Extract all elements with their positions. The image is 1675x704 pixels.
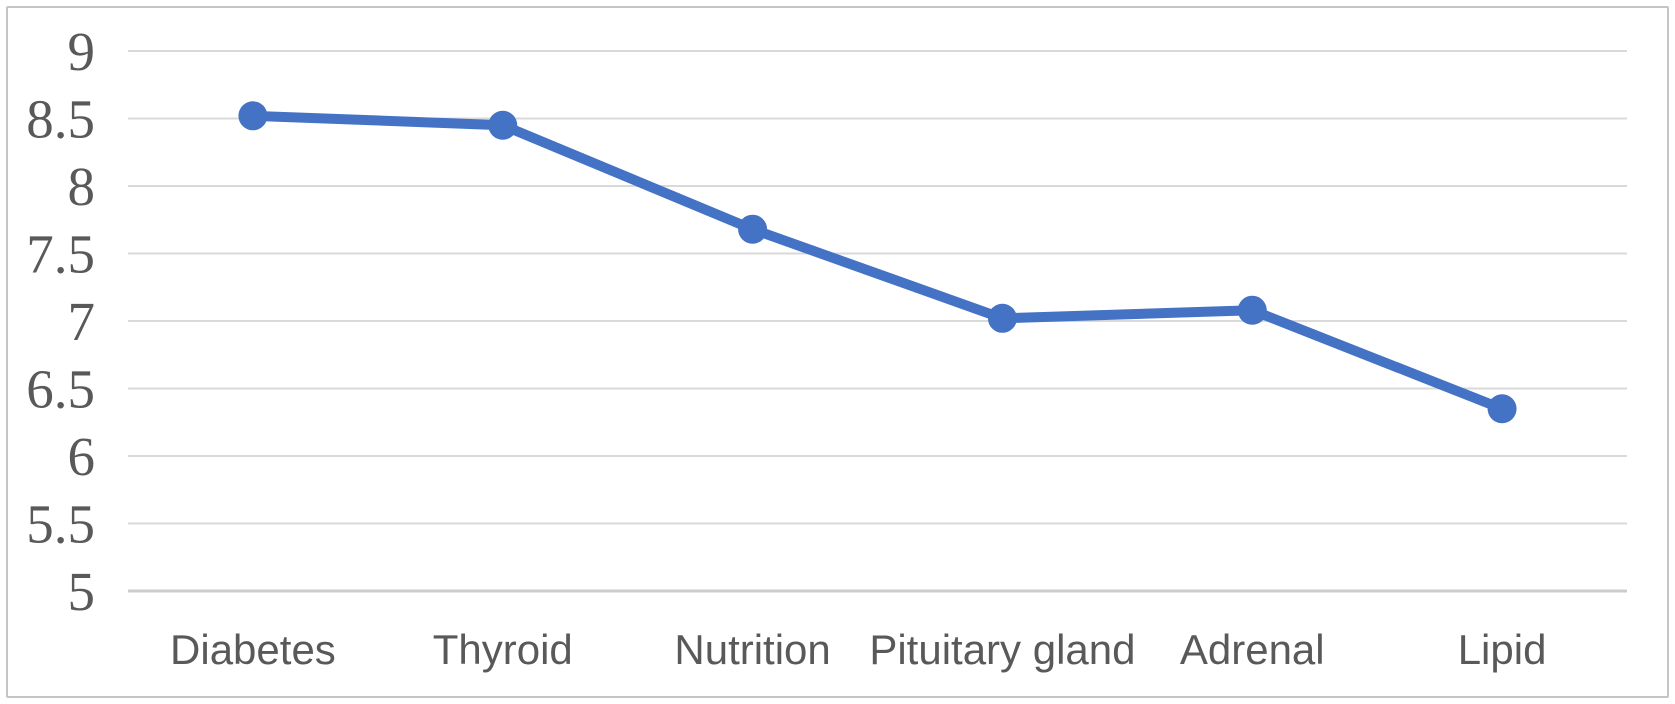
data-point-marker [1487, 394, 1517, 424]
y-tick-label: 7 [68, 291, 96, 352]
x-category-label: Lipid [1458, 626, 1547, 673]
y-tick-label: 9 [68, 21, 96, 82]
y-tick-label: 5 [68, 561, 96, 622]
y-tick-label: 8.5 [26, 89, 95, 150]
x-axis-category-labels: Diabetes Thyroid Nutrition Pituitary gland A… [170, 626, 1546, 673]
y-axis-tick-labels: 9 8.58 7.57 6.56 5.55 [26, 21, 95, 622]
data-point-marker [488, 110, 518, 140]
gridlines [128, 50, 1627, 593]
data-series [238, 101, 1517, 424]
y-tick-label: 8 [68, 156, 96, 217]
y-tick-label: 7.5 [26, 224, 95, 285]
series-line [247, 110, 1508, 414]
y-tick-label: 6.5 [26, 359, 95, 420]
x-category-label: Pituitary gland [869, 626, 1135, 673]
data-point-marker [238, 101, 268, 131]
data-point-marker [987, 303, 1017, 333]
y-tick-label: 6 [68, 426, 96, 487]
x-category-label: Adrenal [1180, 626, 1325, 673]
x-category-label: Nutrition [674, 626, 830, 673]
data-point-marker [738, 214, 768, 244]
data-point-marker [1237, 295, 1267, 325]
x-category-label: Diabetes [170, 626, 336, 673]
y-tick-label: 5.5 [26, 494, 95, 555]
x-category-label: Thyroid [433, 626, 573, 673]
